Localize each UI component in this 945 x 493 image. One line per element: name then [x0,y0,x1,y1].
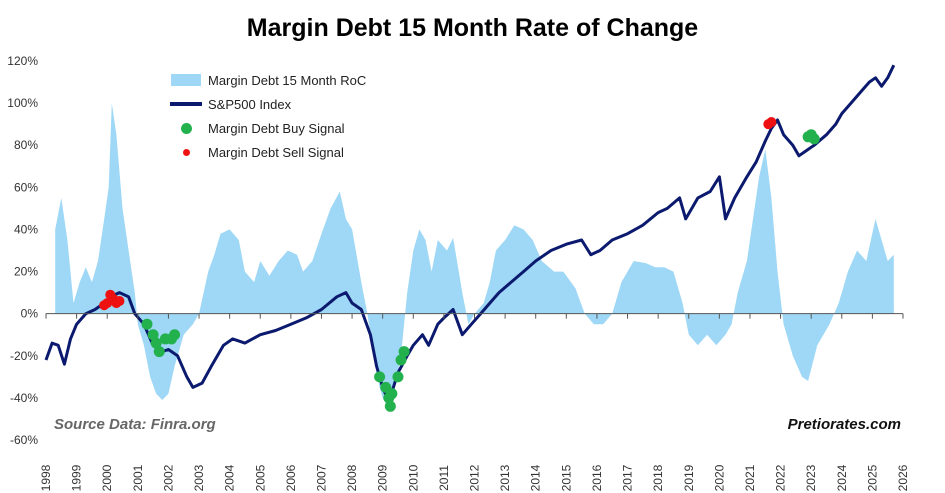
x-tick-label: 2010 [406,464,420,491]
x-tick-label: 2011 [437,465,451,491]
legend-item-sell: Margin Debt Sell Signal [168,140,366,164]
x-tick-label: 2023 [804,464,818,491]
x-tick-label: 2004 [223,464,237,491]
x-tick-label: 2005 [253,464,267,491]
legend-swatch-roc [168,74,204,86]
y-tick-label: 60% [14,180,38,194]
y-tick-label: 80% [14,138,38,152]
x-tick-label: 2001 [131,464,145,491]
legend-label-roc: Margin Debt 15 Month RoC [208,72,367,88]
legend-swatch-sp500 [168,102,204,106]
y-tick-label: 120% [7,54,38,68]
legend: Margin Debt 15 Month RoC S&P500 Index Ma… [168,68,366,164]
buy-signal-point [384,400,396,412]
roc-area [55,103,894,409]
sell-signal-point [114,296,125,307]
legend-label-sell: Margin Debt Sell Signal [208,144,344,160]
y-tick-label: -60% [10,433,38,447]
buy-signal-point [169,329,181,341]
x-tick-label: 1999 [70,464,84,491]
x-tick-label: 2018 [651,464,665,491]
legend-label-sp500: S&P500 Index [208,96,292,112]
buy-signal-point [386,388,398,400]
sell-signal-point [766,117,777,128]
y-tick-label: 100% [7,96,38,110]
buy-signal-point [395,354,407,366]
y-tick-label: 0% [21,307,39,321]
buy-signal-point [141,318,153,330]
x-tick-label: 2025 [865,464,879,491]
x-tick-label: 2015 [559,464,573,491]
y-tick-label: -40% [10,391,38,405]
axes: 120% 100% 80% 60% 40% 20% 0% -20% -40% -60% 1998 19… [7,54,910,491]
x-tick-label: 2014 [529,464,543,491]
x-tick-label: 2021 [743,464,757,491]
buy-signal-point [808,133,820,145]
source-note: Source Data: Finra.org [54,416,216,433]
x-tick-label: 2006 [284,464,298,491]
legend-item-sp500: S&P500 Index [168,92,366,116]
brand-watermark: Pretiorates.com [787,416,901,433]
legend-swatch-buy [168,122,204,134]
x-tick-label: 2019 [682,464,696,491]
x-tick-label: 2002 [161,464,175,491]
x-tick-label: 2009 [376,464,390,491]
x-tick-label: 2012 [468,464,482,491]
y-tick-label: -20% [10,349,38,363]
x-tick-label: 2024 [835,464,849,491]
legend-label-buy: Margin Debt Buy Signal [208,120,345,136]
x-tick-label: 2007 [314,464,328,491]
x-tick-label: 2008 [345,464,359,491]
x-tick-label: 2013 [498,464,512,491]
x-tick-label: 2003 [192,464,206,491]
buy-signal-point [147,329,159,341]
buy-signal-point [150,337,162,349]
buy-signal-point [392,371,404,383]
plot-area [44,64,896,412]
buy-signal-point [153,346,165,358]
x-tick-label: 2022 [774,464,788,491]
legend-item-buy: Margin Debt Buy Signal [168,116,366,140]
legend-item-roc: Margin Debt 15 Month RoC [168,68,366,92]
x-tick-label: 2016 [590,464,604,491]
x-tick-label: 2020 [712,464,726,491]
legend-swatch-sell [168,148,204,156]
x-tick-label: 1998 [39,464,53,491]
y-tick-label: 20% [14,265,38,279]
x-tick-label: 2026 [896,464,910,491]
y-tick-label: 40% [14,222,38,236]
x-tick-label: 2000 [100,464,114,491]
chart-title: Margin Debt 15 Month Rate of Change [246,14,699,42]
x-tick-label: 2017 [621,464,635,491]
buy-signal-point [398,346,410,358]
buy-signal-point [374,371,386,383]
